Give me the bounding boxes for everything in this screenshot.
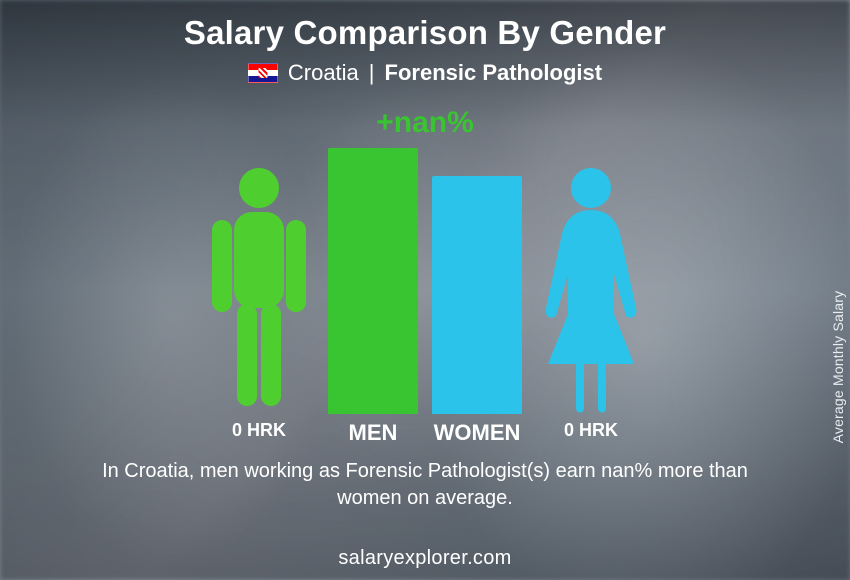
header: Salary Comparison By Gender Croatia | Fo… [0,0,850,86]
men-label: MEN [328,420,418,446]
country-label: Croatia [288,60,359,86]
subtitle: Croatia | Forensic Pathologist [0,60,850,86]
women-amount: 0 HRK [536,420,646,446]
men-amount: 0 HRK [204,420,314,446]
man-figure [204,164,314,414]
delta-label: +nan% [376,106,474,140]
chart-labels: 0 HRK MEN WOMEN 0 HRK [125,420,725,446]
chart-row [125,144,725,414]
page-title: Salary Comparison By Gender [0,14,850,52]
women-label: WOMEN [432,420,522,446]
bar-women [432,176,522,414]
description-text: In Croatia, men working as Forensic Path… [85,458,765,512]
gender-salary-chart: +nan% [125,114,725,444]
man-icon [204,164,314,414]
bar-men [328,148,418,414]
woman-icon [536,164,646,414]
separator: | [369,60,375,86]
croatia-flag-icon [248,63,278,83]
woman-figure [536,164,646,414]
y-axis-label: Average Monthly Salary [830,291,846,444]
role-label: Forensic Pathologist [385,60,603,86]
footer-site: salaryexplorer.com [0,547,850,570]
